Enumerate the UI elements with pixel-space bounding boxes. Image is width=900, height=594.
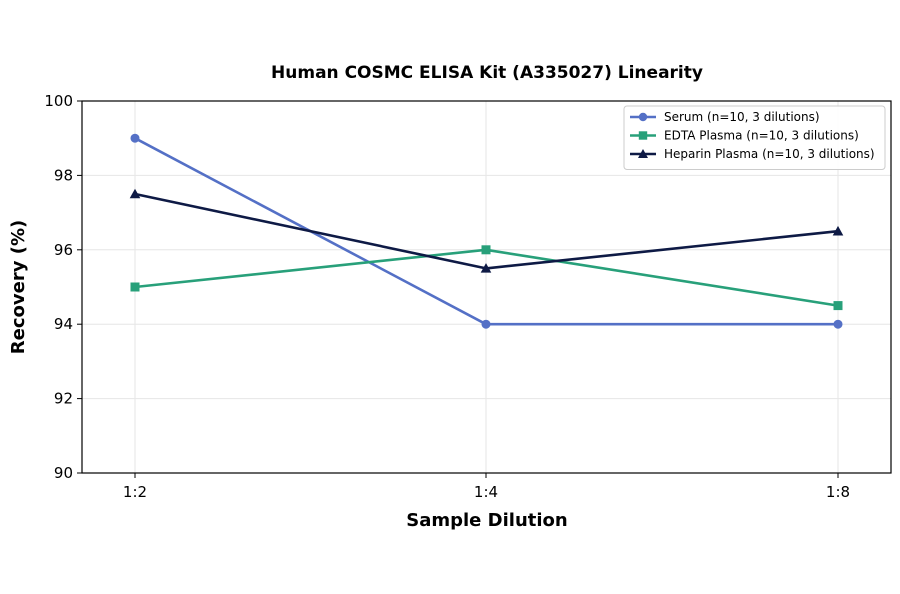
legend-label: Serum (n=10, 3 dilutions) [664,110,820,124]
y-tick-label: 94 [54,315,73,333]
x-tick-label: 1:8 [826,483,850,501]
series-1 [130,245,843,311]
legend-label: Heparin Plasma (n=10, 3 dilutions) [664,147,875,161]
data-point [480,263,492,273]
chart-title: Human COSMC ELISA Kit (A335027) Linearit… [271,63,703,83]
data-point [638,131,648,140]
data-point [481,245,491,255]
legend-label: EDTA Plasma (n=10, 3 dilutions) [664,129,859,143]
series-0 [130,133,843,329]
data-point [833,319,843,329]
data-point [638,149,648,158]
data-point [638,112,648,122]
y-axis: 90 92 94 96 98 100 [44,92,82,482]
y-tick-label: 92 [54,390,73,408]
series-layer [129,133,844,329]
x-tick-label: 1:4 [474,483,498,501]
legend-item: Heparin Plasma (n=10, 3 dilutions) [630,147,875,161]
data-point [833,301,843,311]
y-tick-label: 96 [54,241,73,259]
legend: Serum (n=10, 3 dilutions) EDTA Plasma (n=… [623,105,886,170]
y-axis-label: Recovery (%) [8,220,29,354]
x-tick-label: 1:2 [123,483,147,501]
data-point [481,319,491,329]
y-tick-label: 90 [54,464,73,482]
legend-frame [623,105,886,170]
data-point [129,188,141,199]
data-point [130,282,140,292]
series-2 [129,188,844,273]
y-tick-label: 98 [54,166,73,184]
x-axis-label: Sample Dilution [406,510,567,531]
x-axis: 1:2 1:4 1:8 [123,473,850,501]
data-point [130,133,140,143]
legend-item: Serum (n=10, 3 dilutions) [630,110,820,124]
legend-item: EDTA Plasma (n=10, 3 dilutions) [630,129,859,143]
y-tick-label: 100 [44,92,73,110]
data-point [832,225,844,236]
